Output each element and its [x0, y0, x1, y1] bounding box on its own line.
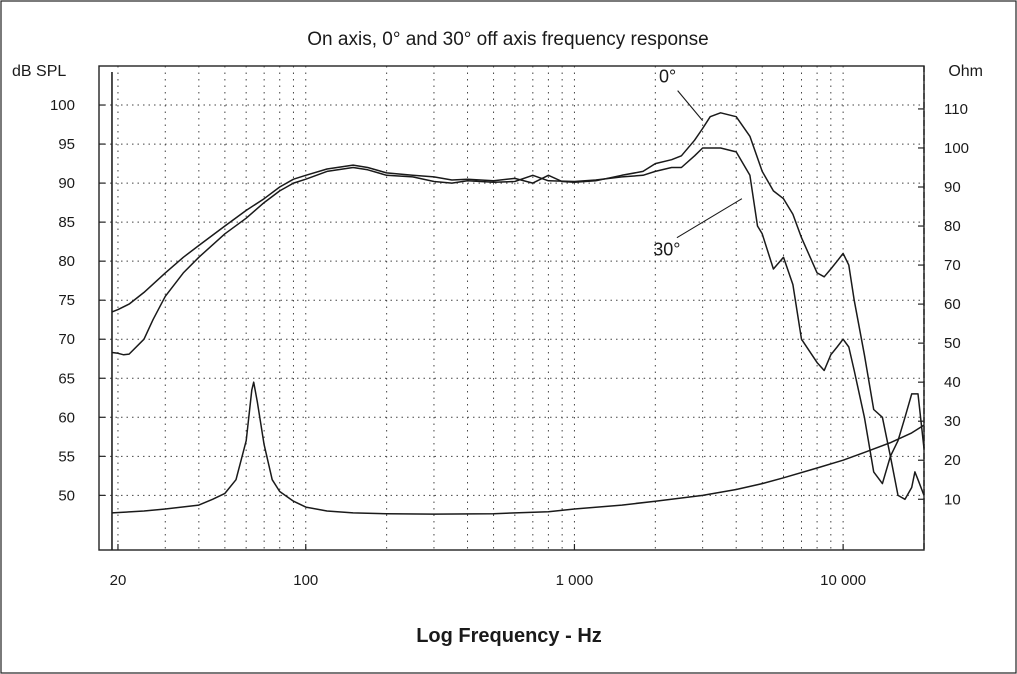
series-line-impedance [111, 381, 925, 515]
y-left-tick-label: 80 [58, 253, 75, 270]
y-left-tick-label: 50 [58, 487, 75, 504]
series-line-on-axis [111, 112, 925, 458]
y-right-tick-label: 70 [944, 257, 961, 274]
annotation-leader [677, 90, 704, 121]
y-left-tick-label: 95 [58, 136, 75, 153]
y-axis-left-label: dB SPL [12, 63, 66, 80]
x-tick-label: 1 000 [556, 572, 594, 589]
y-left-tick-label: 90 [58, 175, 75, 192]
y-right-tick-label: 60 [944, 296, 961, 313]
y-left-tick-label: 60 [58, 409, 75, 426]
annotations: 0° 30° [653, 67, 743, 260]
y-right-tick-label: 100 [944, 140, 969, 157]
y-left-tick-label: 55 [58, 448, 75, 465]
y-left-tick-label: 75 [58, 292, 75, 309]
annotation-leader [676, 198, 743, 239]
series-line-30-degree [111, 147, 925, 501]
y-right-tick-label: 110 [944, 101, 968, 118]
x-axis-label: Log Frequency - Hz [416, 625, 602, 647]
y-right-tick-label: 80 [944, 218, 961, 235]
y-right-tick-label: 40 [944, 374, 961, 391]
y-right-tick-label: 10 [944, 491, 961, 508]
y-right-tick-label: 50 [944, 335, 961, 352]
y-left-tick-label: 100 [50, 97, 75, 114]
y-right-tick-label: 20 [944, 452, 961, 469]
y-right-tick-label: 30 [944, 413, 961, 430]
x-tick-label: 10 000 [820, 572, 866, 589]
x-tick-label: 100 [293, 572, 318, 589]
series-layer [111, 112, 925, 515]
grid [99, 66, 924, 550]
y-left-tick-label: 70 [58, 331, 75, 348]
plot-frame [98, 65, 925, 551]
tick-labels: 50 55 60 65 70 75 80 85 90 95 100 10 20 30 40 50 60 70 80 9… [50, 97, 969, 589]
annotation-label: 30° [653, 240, 680, 260]
y-left-tick-label: 65 [58, 370, 75, 387]
y-right-tick-label: 90 [944, 179, 961, 196]
annotation-label: 0° [659, 67, 676, 87]
y-left-tick-label: 85 [58, 214, 75, 231]
plot-area-border [98, 65, 925, 551]
chart-title: On axis, 0° and 30° off axis frequency r… [307, 29, 708, 50]
y-axis-right-label: Ohm [948, 63, 983, 80]
x-tick-label: 20 [110, 572, 127, 589]
